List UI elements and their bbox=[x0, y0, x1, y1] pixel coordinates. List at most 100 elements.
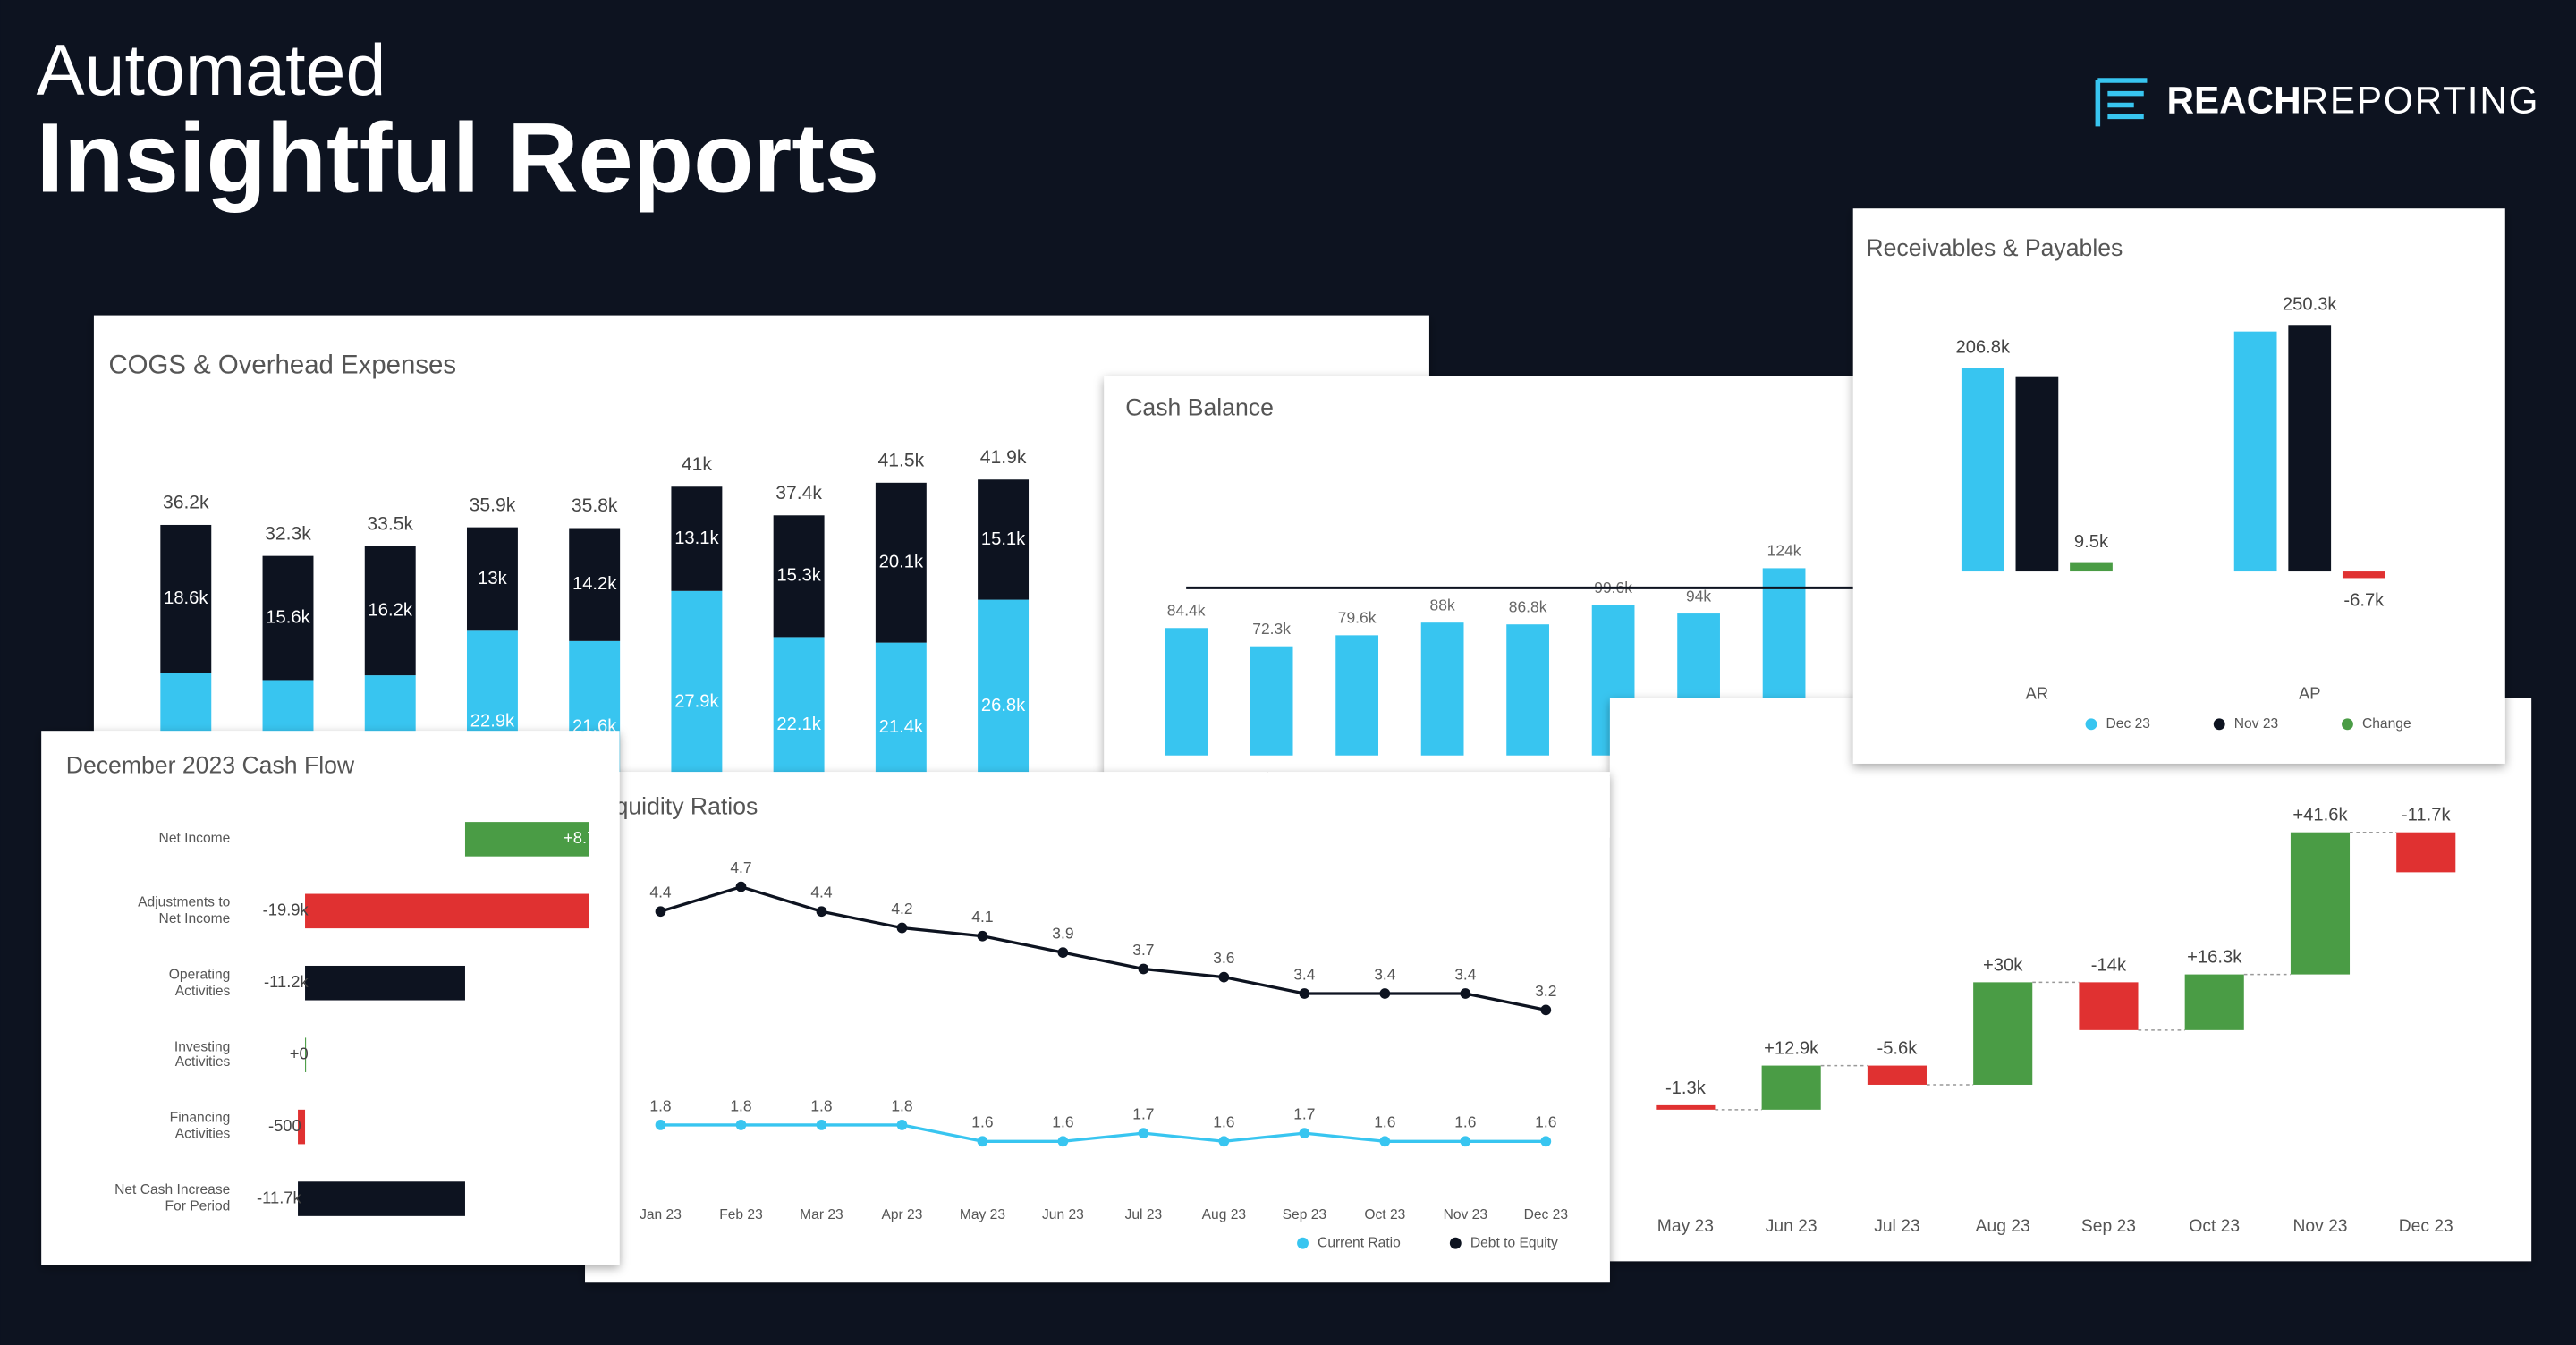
value-label: +12.9k bbox=[1764, 1039, 1819, 1059]
value-label: 4.2 bbox=[891, 900, 912, 918]
value-label: 84.4k bbox=[1167, 602, 1206, 620]
value-label: 27.9k bbox=[674, 691, 719, 711]
total-label: 37.4k bbox=[775, 483, 822, 503]
bar bbox=[305, 965, 465, 1001]
y-tick-label: Operating Activities bbox=[168, 965, 231, 998]
value-label: 3.2 bbox=[1535, 982, 1556, 1000]
card bbox=[1609, 698, 2532, 1262]
chart-title: Receivables & Payables bbox=[1866, 234, 2123, 261]
value-label: -11.2k bbox=[264, 972, 309, 991]
point bbox=[655, 1120, 666, 1130]
row-label-box: Net Cash Increase For Period bbox=[114, 1180, 231, 1214]
bar bbox=[2070, 562, 2113, 572]
y-tick-label: Net Cash Increase For Period bbox=[114, 1180, 231, 1214]
point bbox=[1299, 1128, 1310, 1138]
bar-segment bbox=[978, 479, 1030, 600]
total-label: 35.8k bbox=[572, 495, 618, 516]
chart-grouped_bar: Receivables & Payables 206.8k 9.5k AR 250.3k… bbox=[1866, 234, 2411, 732]
value-label: 3.6 bbox=[1213, 949, 1234, 967]
waterfall-bar bbox=[2184, 974, 2244, 1030]
value-label: 4.4 bbox=[810, 884, 833, 901]
bar bbox=[464, 822, 589, 857]
point bbox=[1460, 988, 1471, 999]
point bbox=[1540, 1136, 1552, 1147]
bar bbox=[1335, 635, 1379, 756]
total-label: 35.9k bbox=[470, 495, 516, 515]
x-tick-label: May 23 bbox=[1657, 1217, 1714, 1236]
point bbox=[1460, 1136, 1471, 1147]
chart-title: December 2023 Cash Flow bbox=[66, 752, 355, 779]
y-tick-label: Investing Activities bbox=[174, 1036, 231, 1070]
bar-segment bbox=[160, 524, 212, 673]
row-label-box: Adjustments to Net Income bbox=[138, 893, 230, 926]
value-label: 26.8k bbox=[981, 696, 1026, 715]
value-label: -14k bbox=[2091, 955, 2127, 975]
value-label: 14.2k bbox=[572, 574, 617, 594]
value-label: 79.6k bbox=[1338, 609, 1377, 627]
x-tick-label: Jun 23 bbox=[1042, 1207, 1084, 1222]
chart-hbar_waterfall: December 2023 Cash Flow +8.7k Net Income -1… bbox=[66, 752, 605, 1216]
value-label: 3.9 bbox=[1052, 925, 1073, 943]
bar bbox=[1420, 622, 1464, 756]
point bbox=[1057, 947, 1069, 958]
point bbox=[977, 930, 988, 942]
value-label: 13k bbox=[478, 569, 507, 588]
total-label: 36.2k bbox=[163, 493, 209, 513]
logo-light: REPORTING bbox=[2301, 80, 2540, 122]
bar-segment bbox=[773, 515, 825, 638]
logo: REACHREPORTING bbox=[2095, 78, 2539, 127]
x-tick-label: Nov 23 bbox=[2292, 1217, 2347, 1236]
legend-marker bbox=[1297, 1237, 1309, 1249]
row-label-box: Operating Activities bbox=[168, 965, 231, 998]
waterfall-bar bbox=[1973, 982, 2033, 1085]
bar bbox=[298, 1181, 465, 1216]
bar bbox=[298, 1109, 306, 1145]
bar bbox=[2288, 325, 2332, 572]
x-tick-label: Aug 23 bbox=[1202, 1207, 1246, 1222]
value-label: 13.1k bbox=[674, 529, 719, 548]
headline-bold: Insightful Reports bbox=[37, 104, 880, 214]
legend-label: Debt to Equity bbox=[1470, 1235, 1558, 1250]
legend-marker bbox=[2342, 718, 2353, 731]
value-label: 9.5k bbox=[2074, 532, 2109, 552]
value-label: 1.6 bbox=[1454, 1113, 1476, 1131]
value-label: 250.3k bbox=[2283, 295, 2338, 315]
value-label: -500 bbox=[268, 1116, 301, 1135]
card bbox=[1852, 208, 2505, 764]
waterfall-bar bbox=[1656, 1104, 1716, 1110]
point bbox=[1218, 971, 1230, 983]
waterfall-bar bbox=[2396, 832, 2456, 873]
bar bbox=[1165, 628, 1208, 756]
legend-label: Dec 23 bbox=[2106, 716, 2150, 732]
value-label: +30k bbox=[1983, 955, 2023, 975]
value-label: 1.8 bbox=[649, 1096, 671, 1114]
value-label: 21.4k bbox=[879, 717, 924, 737]
point bbox=[896, 1120, 908, 1130]
point bbox=[1218, 1136, 1230, 1147]
point bbox=[1057, 1136, 1069, 1147]
value-label: -19.9k bbox=[263, 901, 309, 919]
point bbox=[1540, 1004, 1552, 1016]
logo-text: REACHREPORTING bbox=[2166, 80, 2539, 122]
point bbox=[816, 906, 827, 918]
value-label: 1.6 bbox=[971, 1113, 993, 1131]
logo-bold: REACH bbox=[2166, 80, 2301, 122]
bar-segment bbox=[875, 482, 927, 643]
value-label: 20.1k bbox=[879, 553, 924, 572]
point bbox=[1379, 1136, 1391, 1147]
chart-title: Liquidity Ratios bbox=[597, 793, 758, 820]
value-label: +16.3k bbox=[2187, 948, 2242, 968]
point bbox=[1379, 988, 1391, 999]
bar bbox=[305, 893, 589, 929]
row-label-box: Financing Activities bbox=[169, 1109, 231, 1142]
y-tick-label: Financing Activities bbox=[169, 1109, 231, 1142]
legend-marker bbox=[1449, 1237, 1462, 1249]
x-tick-label: Mar 23 bbox=[800, 1207, 843, 1222]
card bbox=[585, 772, 1610, 1283]
bar bbox=[2233, 331, 2277, 572]
value-label: +8.7k bbox=[564, 828, 605, 847]
value-label: 1.6 bbox=[1535, 1113, 1556, 1131]
x-tick-label: Oct 23 bbox=[2189, 1217, 2240, 1236]
total-label: 41.5k bbox=[878, 451, 925, 471]
waterfall-bar bbox=[2290, 832, 2351, 975]
